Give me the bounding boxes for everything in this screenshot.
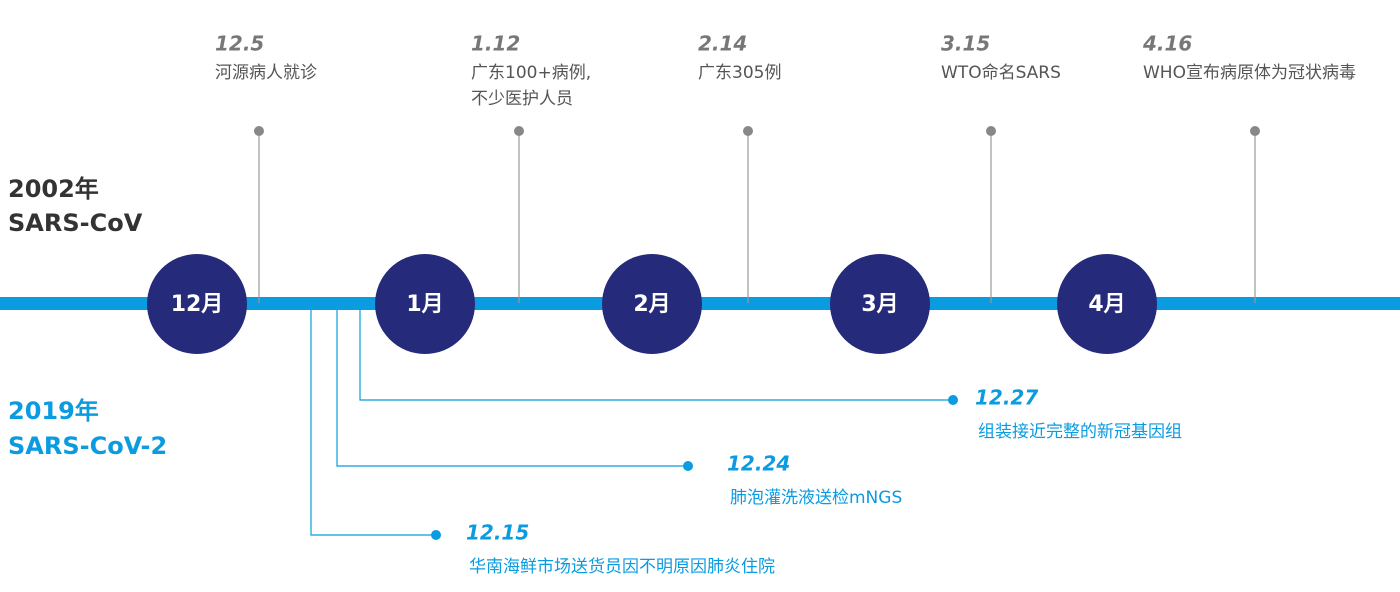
event-date: 12.15 — [466, 521, 529, 545]
event-date: 3.15 — [941, 32, 990, 56]
month-label: 12月 — [171, 292, 224, 317]
event-dot — [514, 126, 524, 136]
month-label: 4月 — [1088, 292, 1125, 317]
event-date: 1.12 — [471, 32, 520, 56]
event-text: 华南海鲜市场送货员因不明原因肺炎住院 — [469, 557, 775, 577]
month-label: 1月 — [406, 292, 443, 317]
event-connector — [310, 310, 436, 536]
month-circle — [375, 254, 475, 354]
event-dot — [683, 461, 693, 471]
month-circle — [602, 254, 702, 354]
event-connector — [336, 310, 688, 467]
event-dot — [254, 126, 264, 136]
event-dot — [948, 395, 958, 405]
month-circle — [1057, 254, 1157, 354]
event-text: 广东100+病例, — [471, 63, 591, 83]
event-text: 不少医护人员 — [471, 89, 573, 109]
new-year: 2019年 — [8, 397, 99, 425]
new-virus: SARS-CoV-2 — [8, 432, 167, 460]
event-date: 2.14 — [698, 32, 747, 56]
event-connector — [359, 310, 953, 401]
event-date: 4.16 — [1142, 32, 1192, 56]
event-dot — [986, 126, 996, 136]
event-date: 12.24 — [727, 452, 790, 476]
event-text: WTO命名SARS — [941, 63, 1061, 83]
event-text: 肺泡灌洗液送检mNGS — [730, 488, 902, 508]
month-label: 2月 — [633, 292, 670, 317]
old-virus: SARS-CoV — [8, 209, 143, 237]
event-date: 12.27 — [975, 386, 1038, 410]
event-dot — [1250, 126, 1260, 136]
month-label: 3月 — [861, 292, 898, 317]
month-circle — [830, 254, 930, 354]
event-date: 12.5 — [215, 32, 264, 56]
event-dot — [743, 126, 753, 136]
event-dot — [431, 530, 441, 540]
month-circle — [147, 254, 247, 354]
event-text: 组装接近完整的新冠基因组 — [978, 422, 1182, 442]
event-text: WHO宣布病原体为冠状病毒 — [1143, 63, 1356, 83]
event-text: 广东305例 — [698, 63, 781, 83]
old-year: 2002年 — [8, 175, 99, 203]
event-text: 河源病人就诊 — [215, 63, 317, 83]
